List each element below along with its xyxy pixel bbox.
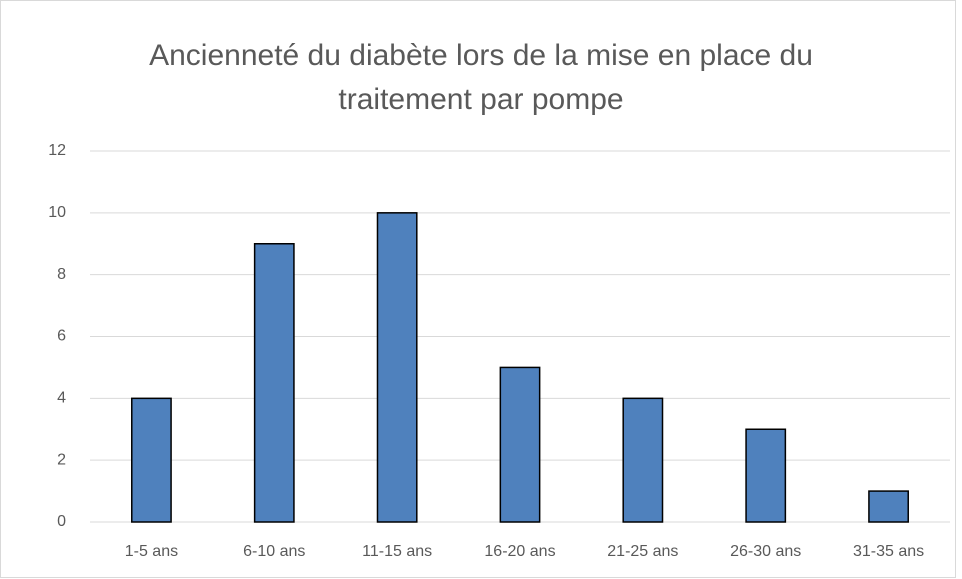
y-tick-label: 0 [57,513,66,530]
x-tick-label: 31-35 ans [853,543,924,560]
bar [131,397,172,523]
x-tick-label: 16-20 ans [484,543,555,560]
y-tick-label: 2 [57,451,66,468]
bar [868,490,909,523]
y-tick-label: 8 [57,266,66,283]
y-tick-label: 4 [57,390,66,407]
bar [622,397,664,523]
x-tick-label: 11-15 ans [362,543,432,560]
y-tick-label: 10 [48,204,66,221]
y-tick-label: 6 [57,328,66,345]
x-tick-label: 21-25 ans [607,543,678,560]
bar [253,243,295,523]
bar [499,366,541,523]
bar [376,212,418,523]
bar [745,428,787,523]
x-tick-label: 6-10 ans [243,543,305,560]
x-tick-label: 1-5 ans [125,543,178,560]
y-tick-label: 12 [48,142,66,159]
chart-title: Ancienneté du diabète lors de la mise en… [149,39,813,116]
x-tick-label: 26-30 ans [730,543,801,560]
